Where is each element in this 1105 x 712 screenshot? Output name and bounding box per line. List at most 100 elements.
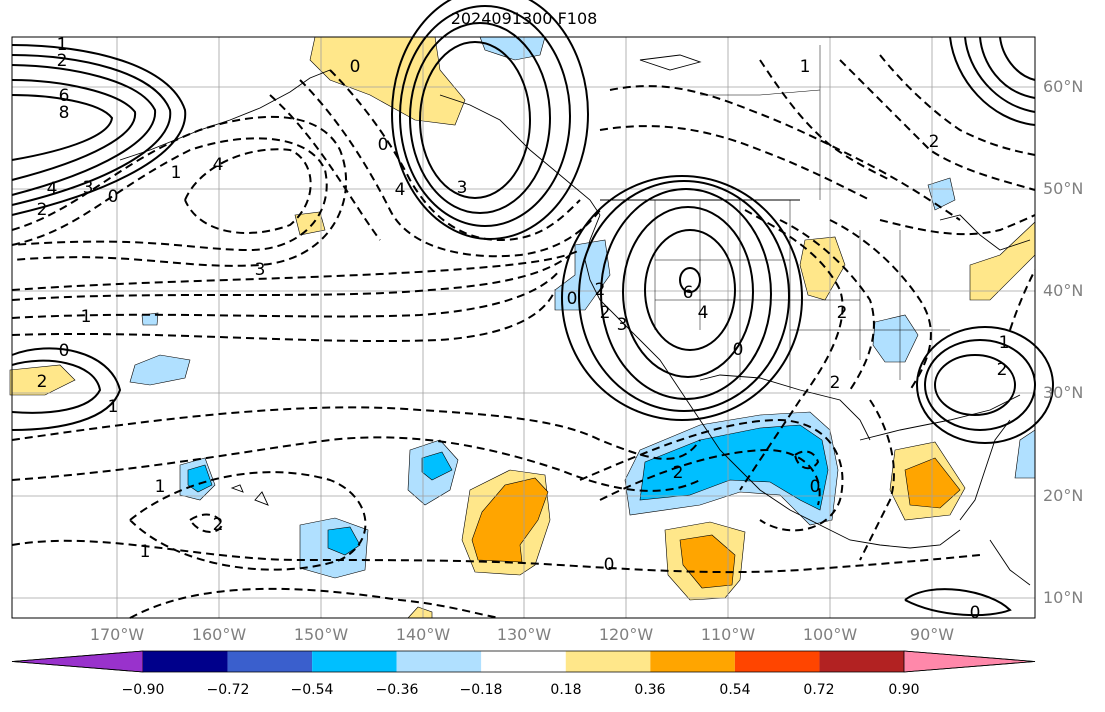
colorbar-extend-low bbox=[11, 650, 144, 673]
anomaly-blue-pac3 bbox=[327, 526, 361, 556]
colorbar-segment bbox=[481, 651, 566, 672]
lat-label: 20°N bbox=[1043, 486, 1084, 505]
colorbar-segment bbox=[143, 651, 228, 672]
state-borders bbox=[654, 45, 950, 390]
anomaly-lightblue-west bbox=[129, 354, 191, 386]
lon-label: 150°W bbox=[293, 625, 349, 644]
contour-label: 0 bbox=[378, 135, 389, 155]
contour-labels: 1 2 6 8 4 3 2 0 1 0 0 3 4 4 3 1 0 2 1 0 … bbox=[37, 35, 1010, 623]
anomaly-blue-mex bbox=[639, 424, 829, 511]
lon-label: 90°W bbox=[909, 625, 955, 644]
lon-label: 100°W bbox=[802, 625, 858, 644]
anomaly-lightblue-ne bbox=[927, 177, 956, 211]
anomaly-yellow-pacific bbox=[294, 211, 326, 236]
contour-label: 6 bbox=[683, 283, 694, 303]
anomaly-lightblue-small bbox=[141, 312, 159, 326]
anomaly-orange-tropic bbox=[471, 477, 549, 563]
colorbar-segment bbox=[312, 651, 397, 672]
contour-label: 4 bbox=[213, 155, 224, 175]
colorbar-tick-label: −0.90 bbox=[121, 682, 165, 698]
coastlines bbox=[119, 54, 1031, 586]
colorbar bbox=[11, 650, 1036, 673]
contour-label: 4 bbox=[47, 179, 58, 199]
lon-label: 160°W bbox=[191, 625, 247, 644]
contour-label: 3 bbox=[255, 260, 266, 280]
contour-label: 2 bbox=[600, 303, 611, 323]
contour-label: 0 bbox=[810, 477, 821, 497]
contour-label: 0 bbox=[733, 340, 744, 360]
contour-label: 3 bbox=[457, 178, 468, 198]
contour-label: 1 bbox=[171, 163, 182, 183]
anomaly-lightblue-edge bbox=[1014, 429, 1036, 479]
lat-label: 30°N bbox=[1043, 383, 1084, 402]
colorbar-segment bbox=[650, 651, 735, 672]
anomaly-yellow-bottom bbox=[407, 606, 433, 619]
lat-label: 10°N bbox=[1043, 588, 1084, 607]
colorbar-tick-label: 0.90 bbox=[888, 682, 920, 698]
contour-label: 2 bbox=[830, 373, 841, 393]
contour-label: 2 bbox=[213, 515, 224, 535]
contour-label: 8 bbox=[59, 103, 70, 123]
contour-label: 0 bbox=[350, 57, 361, 77]
anomaly-orange-gulf bbox=[904, 457, 961, 509]
colorbar-tick-label: −0.54 bbox=[290, 682, 334, 698]
colorbar-tick-label: −0.18 bbox=[459, 682, 503, 698]
grid-lines bbox=[12, 37, 1035, 618]
contour-label: 1 bbox=[140, 542, 151, 562]
dashed-contours bbox=[11, 54, 1036, 619]
contour-label: 4 bbox=[698, 303, 709, 323]
contour-label: 1 bbox=[999, 333, 1010, 353]
contour-label: 0 bbox=[604, 555, 615, 575]
contour-label: 2 bbox=[37, 200, 48, 220]
contour-label: 6 bbox=[59, 86, 70, 106]
lon-label: 120°W bbox=[598, 625, 654, 644]
anomaly-yellow-west bbox=[9, 364, 76, 396]
contour-label: 1 bbox=[155, 477, 166, 497]
contour-label: 4 bbox=[395, 180, 406, 200]
colorbar-segment bbox=[734, 651, 820, 672]
anomaly-lightblue-north bbox=[479, 36, 546, 61]
anomaly-lightblue-south bbox=[872, 314, 919, 363]
contour-label: 0 bbox=[970, 603, 981, 623]
colorbar-outline bbox=[11, 650, 1036, 673]
anomaly-blue-pac2 bbox=[421, 451, 453, 481]
plot-frame bbox=[11, 36, 1036, 619]
contour-label: 2 bbox=[57, 51, 68, 71]
lon-label: 170°W bbox=[89, 625, 145, 644]
colorbar-tick-label: 0.54 bbox=[719, 682, 751, 698]
contour-label: 0 bbox=[108, 187, 119, 207]
lat-label: 60°N bbox=[1043, 77, 1084, 96]
colorbar-tick-label: 0.72 bbox=[803, 682, 835, 698]
contour-label: 2 bbox=[929, 132, 940, 152]
colorbar-extend-high bbox=[903, 650, 1036, 673]
contour-label: 2 bbox=[837, 303, 848, 323]
contour-label: 2 bbox=[997, 360, 1008, 380]
anomaly-yellow-alaska bbox=[309, 36, 466, 126]
colorbar-segment bbox=[396, 651, 482, 672]
contour-label: 2 bbox=[37, 372, 48, 392]
contour-label: 1 bbox=[108, 397, 119, 417]
anomaly-blue-hawaii bbox=[187, 464, 213, 493]
lon-label: 140°W bbox=[395, 625, 451, 644]
contour-label: 0 bbox=[59, 341, 70, 361]
colorbar-segment bbox=[227, 651, 313, 672]
contour-label: 2 bbox=[673, 463, 684, 483]
colorbar-tick-label: −0.36 bbox=[375, 682, 419, 698]
colorbar-tick-label: 0.18 bbox=[550, 682, 582, 698]
colorbar-segment bbox=[819, 651, 904, 672]
colorbar-tick-label: −0.72 bbox=[206, 682, 250, 698]
shaded-anomalies bbox=[9, 36, 1036, 619]
anomaly-yellow-midwest bbox=[799, 236, 846, 301]
contour-label: 1 bbox=[800, 57, 811, 77]
contour-label: 1 bbox=[57, 35, 68, 55]
lat-label: 50°N bbox=[1043, 179, 1084, 198]
contour-label: 1 bbox=[81, 307, 92, 327]
contour-label: 2 bbox=[595, 280, 606, 300]
colorbar-tick-label: 0.36 bbox=[634, 682, 666, 698]
contour-label: 3 bbox=[617, 315, 628, 335]
anomaly-orange-mexico bbox=[679, 534, 736, 589]
lat-label: 40°N bbox=[1043, 281, 1084, 300]
contour-label: 0 bbox=[567, 289, 578, 309]
contour-label: 3 bbox=[83, 178, 94, 198]
